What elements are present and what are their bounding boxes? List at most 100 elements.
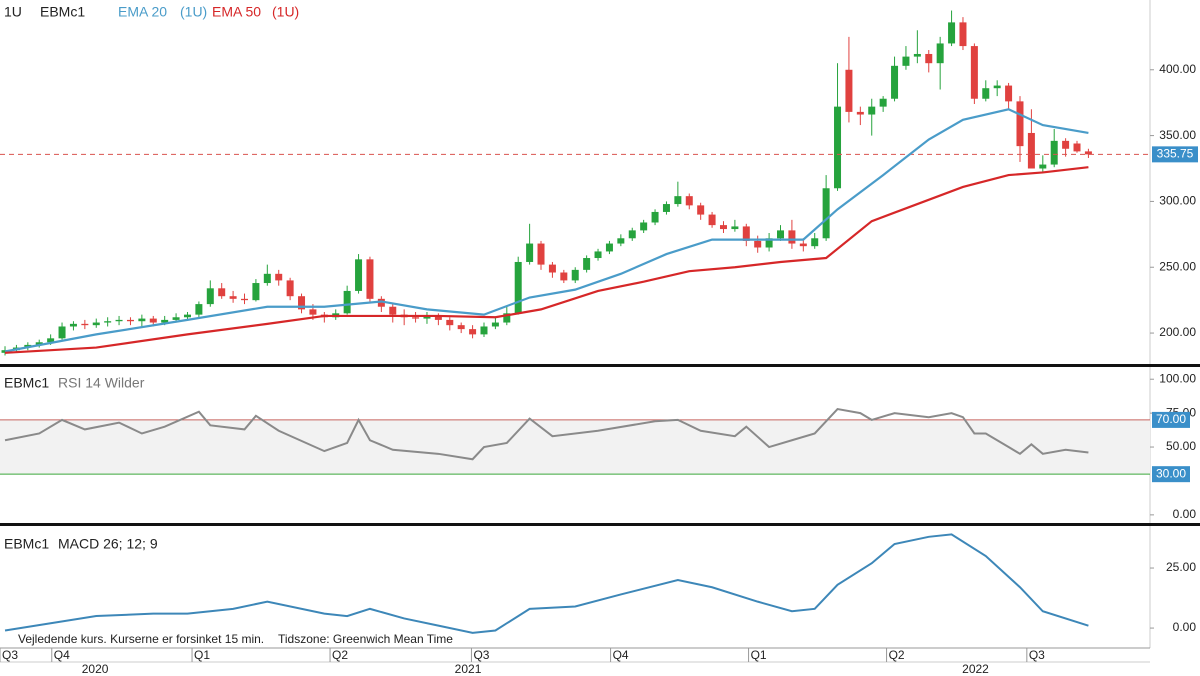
candle-body [241, 298, 249, 301]
candle-body [719, 225, 727, 230]
symbol: EBMc1 [4, 375, 49, 391]
candle-body [605, 243, 613, 252]
y-tick-label: 25.00 [1166, 560, 1196, 574]
candle-body [879, 98, 887, 107]
candle-body [377, 298, 385, 307]
legend-entry: EMA 20 [118, 4, 167, 20]
candle-body [868, 106, 876, 115]
candle-body [708, 214, 716, 226]
candle-body [58, 326, 66, 339]
candle-body [514, 261, 522, 314]
candle-body [389, 306, 397, 315]
candle-body [138, 318, 146, 322]
year-label: 2021 [455, 662, 482, 676]
candle-body [491, 322, 499, 327]
candle-body [275, 273, 283, 281]
candle-body [480, 326, 488, 335]
candle-body [1005, 85, 1013, 102]
interval: 1U [4, 4, 22, 20]
indicator-title: RSI 14 Wilder [58, 375, 145, 391]
candle-body [92, 322, 100, 326]
x-tick-label: Q2 [889, 648, 905, 662]
x-tick-label: Q3 [473, 648, 489, 662]
candle-body [1016, 101, 1024, 147]
candle-body [526, 243, 534, 262]
candle-body [183, 314, 191, 318]
candle-body [206, 288, 214, 305]
candle-body [423, 315, 431, 319]
candle-body [583, 258, 591, 270]
candle-body [47, 338, 55, 343]
x-tick-label: Q3 [2, 648, 18, 662]
panel-separator [0, 364, 1200, 367]
candle-body [1073, 143, 1081, 152]
candle-body [560, 272, 568, 281]
y-tick-label: 0.00 [1173, 620, 1197, 634]
legend-interval: (1U) [272, 4, 299, 20]
candle-body [697, 205, 705, 215]
candle-body [777, 230, 785, 239]
candle-body [298, 296, 306, 310]
symbol: EBMc1 [4, 536, 49, 552]
candle-body [81, 323, 89, 326]
candle-body [126, 319, 134, 322]
candle-body [788, 230, 796, 244]
candle-body [765, 238, 773, 248]
candle-body [891, 65, 899, 99]
y-tick-label: 350.00 [1159, 128, 1196, 142]
candle-body [571, 269, 579, 281]
candle-body [754, 240, 762, 248]
candle-body [446, 319, 454, 326]
candle-body [69, 323, 77, 327]
candle-body [742, 226, 750, 241]
candle-body [537, 243, 545, 265]
legend-interval: (1U) [180, 4, 207, 20]
candle-body [902, 56, 910, 66]
candle-body [822, 188, 830, 239]
candle-body [229, 296, 237, 299]
rsi-band [0, 419, 1150, 475]
reference-label: 30.00 [1156, 466, 1186, 480]
x-tick-label: Q4 [54, 648, 70, 662]
candle-body [845, 69, 853, 112]
candle-body [286, 280, 294, 297]
candle-body [662, 204, 670, 212]
candle-body [355, 259, 363, 291]
candle-body [913, 53, 921, 57]
candle-body [195, 304, 203, 315]
candle-body [366, 259, 374, 299]
candle-body [1039, 164, 1047, 169]
candle-body [640, 222, 648, 231]
y-tick-label: 400.00 [1159, 62, 1196, 76]
reference-label: 70.00 [1156, 412, 1186, 426]
candle-body [970, 46, 978, 99]
candle-body [161, 319, 169, 323]
candle-body [811, 238, 819, 247]
candle-body [674, 196, 682, 205]
candle-body [343, 290, 351, 314]
candle-body [993, 85, 1001, 89]
y-tick-label: 200.00 [1159, 325, 1196, 339]
series-line [4, 108, 1089, 353]
candle-body [1062, 140, 1070, 149]
panel-separator [0, 523, 1200, 526]
footer-note: Vejledende kurs. Kurserne er forsinket 1… [18, 632, 264, 646]
candle-body [252, 283, 260, 301]
candle-body [457, 325, 465, 330]
symbol: EBMc1 [40, 4, 85, 20]
series-line [4, 166, 1089, 354]
reference-label-box [1152, 411, 1190, 428]
reference-label-box [1152, 466, 1190, 483]
candle-body [309, 309, 317, 315]
candle-body [548, 264, 556, 273]
series-line [4, 407, 1089, 461]
indicator-title: MACD 26; 12; 9 [58, 536, 158, 552]
candle-body [412, 317, 420, 319]
candle-body [1084, 151, 1092, 155]
candle-body [263, 273, 271, 284]
candle-body [731, 226, 739, 230]
candle-body [925, 53, 933, 64]
candle-body [104, 321, 112, 323]
y-tick-label: 0.00 [1173, 507, 1197, 521]
candle-body [434, 315, 442, 320]
